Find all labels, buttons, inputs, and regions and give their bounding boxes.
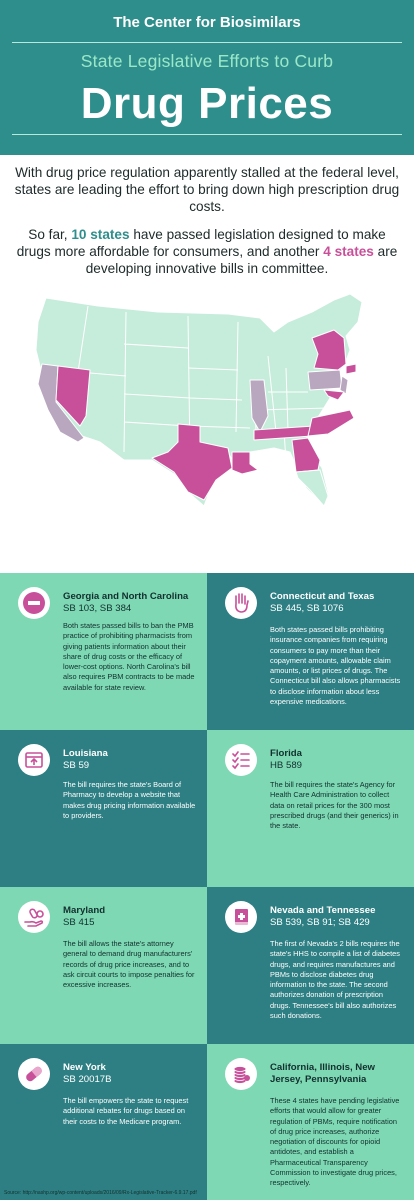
panel-description: The bill allows the state's attorney gen… — [63, 939, 195, 990]
panel-bills: SB 20017B — [63, 1073, 112, 1085]
us-states-map — [35, 293, 363, 507]
panel-description: The bill empowers the state to request a… — [63, 1096, 189, 1126]
stop-hand-icon — [225, 587, 257, 619]
panel-title: Maryland — [63, 905, 106, 916]
panel-heading: Connecticut and Texas SB 445, SB 1076 — [270, 591, 406, 614]
panel-georgia-north-carolina: Georgia and North Carolina SB 103, SB 38… — [0, 573, 207, 730]
intro-p2-middle: have passed legislation designed to make… — [16, 227, 386, 259]
hand-pills-icon — [18, 901, 50, 933]
brand-name: The Center for Biosimilars — [113, 14, 301, 31]
panel-bills: SB 445, SB 1076 — [270, 602, 344, 614]
map-state-north-carolina — [307, 409, 355, 437]
panel-maryland: Maryland SB 415 The bill allows the stat… — [0, 887, 207, 1044]
states-pending-count: 4 states — [323, 244, 374, 259]
panel-title: Connecticut and Texas — [270, 591, 375, 602]
panel-heading: Maryland SB 415 — [63, 905, 199, 928]
states-passed-count: 10 states — [71, 227, 130, 242]
panel-bills: HB 589 — [270, 759, 302, 771]
panel-heading: Florida HB 589 — [270, 748, 406, 771]
panel-florida: Florida HB 589 The bill requires the sta… — [207, 730, 414, 887]
intro-p2-prefix: So far, — [28, 227, 72, 242]
panel-connecticut-texas: Connecticut and Texas SB 445, SB 1076 Bo… — [207, 573, 414, 730]
panel-heading: Nevada and Tennessee SB 539, SB 91; SB 4… — [270, 905, 406, 928]
source-citation: Source: http://nashp.org/wp-content/uplo… — [4, 1190, 197, 1196]
map-state-connecticut — [345, 363, 357, 375]
header-divider-top — [12, 42, 402, 43]
page-subtitle: State Legislative Efforts to Curb — [80, 51, 334, 71]
panel-heading: New York SB 20017B — [63, 1062, 199, 1085]
panel-heading: Georgia and North Carolina SB 103, SB 38… — [63, 591, 199, 614]
panel-description: The bill requires the state's Agency for… — [270, 780, 399, 831]
intro-paragraph-1: With drug price regulation apparently st… — [14, 165, 400, 214]
panel-new-york: New York SB 20017B The bill empowers the… — [0, 1044, 207, 1200]
header-banner: The Center for Biosimilars State Legisla… — [0, 0, 414, 155]
panel-title: Georgia and North Carolina — [63, 591, 189, 602]
panel-bills: SB 539, SB 91; SB 429 — [270, 916, 370, 928]
map-state-georgia — [291, 437, 321, 473]
pill-capsule-icon — [18, 1058, 50, 1090]
map-state-illinois — [249, 379, 269, 433]
panel-bills: SB 103, SB 384 — [63, 602, 132, 614]
panel-description: These 4 states have pending legislative … — [270, 1096, 400, 1188]
panel-title: Florida — [270, 748, 302, 759]
panel-description: Both states passed bills to ban the PMB … — [63, 621, 195, 692]
map-state-new-jersey — [339, 375, 349, 395]
panel-bills: SB 59 — [63, 759, 90, 771]
panel-title: Louisiana — [63, 748, 108, 759]
no-entry-icon — [18, 587, 50, 619]
panel-pending-states: California, Illinois, New Jersey, Pennsy… — [207, 1044, 414, 1200]
website-upload-icon — [18, 744, 50, 776]
panel-bills: SB 415 — [63, 916, 95, 928]
panel-nevada-tennessee: Nevada and Tennessee SB 539, SB 91; SB 4… — [207, 887, 414, 1044]
page-title: Drug Prices — [80, 79, 334, 128]
map-state-nevada — [55, 365, 91, 427]
panel-heading: Louisiana SB 59 — [63, 748, 199, 771]
header-divider-bottom — [12, 134, 402, 135]
map-state-florida — [295, 469, 329, 507]
checklist-icon — [225, 744, 257, 776]
panel-description: Both states passed bills prohibiting ins… — [270, 625, 401, 707]
map-state-new-york — [311, 329, 347, 371]
coin-stack-icon — [225, 1058, 257, 1090]
map-state-texas — [151, 423, 233, 501]
panel-heading: California, Illinois, New Jersey, Pennsy… — [270, 1062, 406, 1085]
panel-description: The bill requires the state's Board of P… — [63, 780, 196, 820]
intro-p2-suffix: are developing innovative bills in commi… — [85, 244, 398, 276]
panel-title: California, Illinois, New Jersey, Pennsy… — [270, 1062, 376, 1085]
panel-title: New York — [63, 1062, 106, 1073]
intro-text: With drug price regulation apparently st… — [14, 164, 400, 288]
panel-title: Nevada and Tennessee — [270, 905, 376, 916]
map-state-pennsylvania — [307, 369, 343, 391]
map-state-maryland — [323, 389, 345, 401]
panel-description: The first of Nevada's 2 bills requires t… — [270, 939, 400, 1021]
intro-paragraph-2: So far, 10 states have passed legislatio… — [14, 226, 400, 277]
medical-book-icon — [225, 901, 257, 933]
map-state-louisiana — [231, 451, 259, 475]
panel-louisiana: Louisiana SB 59 The bill requires the st… — [0, 730, 207, 887]
